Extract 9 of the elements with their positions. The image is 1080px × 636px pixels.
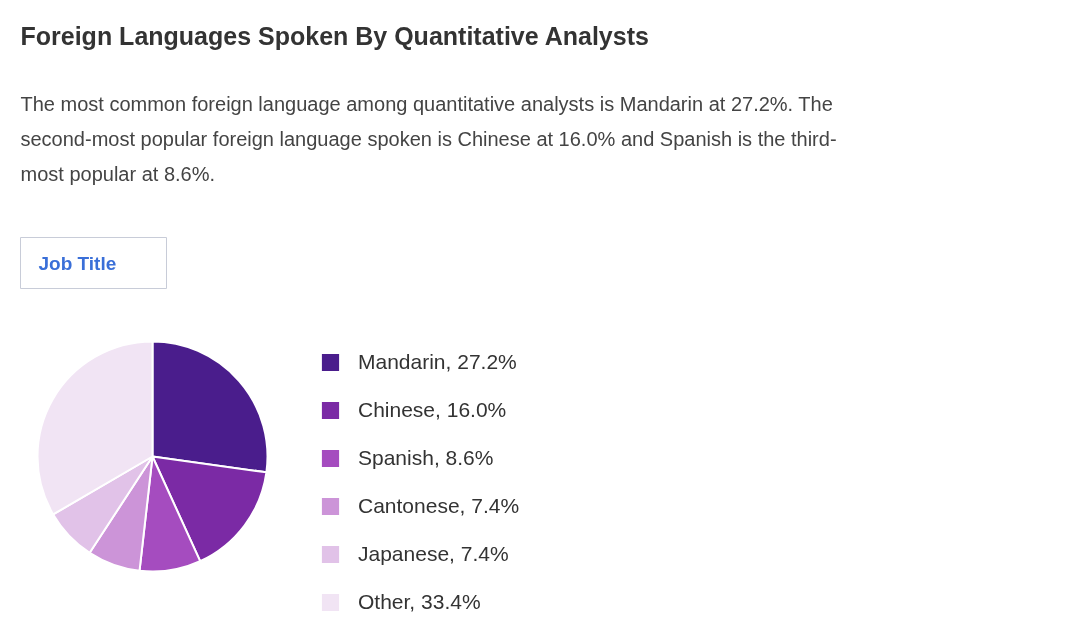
legend-label: Chinese, 16.0% [358,398,507,422]
legend-label: Cantonese, 7.4% [358,494,520,518]
legend-label: Other, 33.4% [358,590,481,614]
legend-label: Spanish, 8.6% [358,446,494,470]
text: Job Title [38,253,117,274]
chart-title: Foreign Languages Spoken By Quantitative Analysts [20,21,649,50]
legend-label: Japanese, 7.4% [358,542,509,566]
legend-label: Mandarin, 27.2% [358,350,517,374]
chart-subtitle: The most common foreign language among quantitative analysts is Mandarin at 27.2%. The second-most popular foreign language spoken is Chinese at 16.0% and Spanish is the third-most popular at 8.6%. [20,92,837,185]
